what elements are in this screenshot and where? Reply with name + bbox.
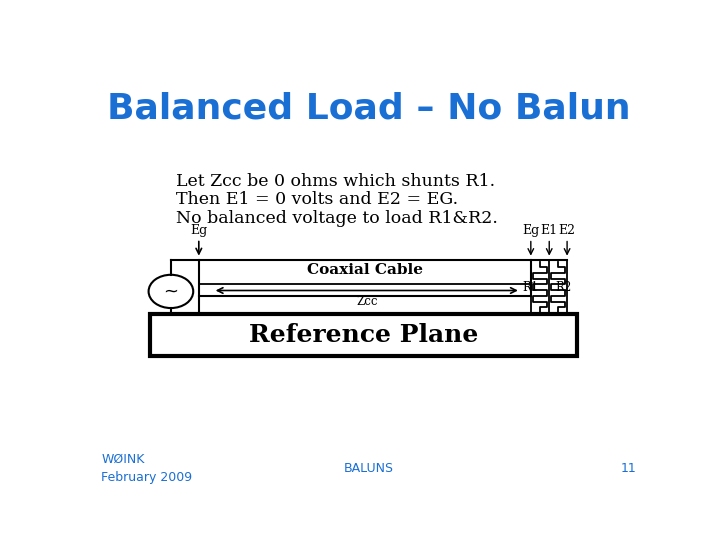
Text: E1: E1 (541, 224, 558, 238)
Text: Eg: Eg (190, 224, 207, 238)
Text: 11: 11 (621, 462, 637, 475)
Bar (150, 314, 577, 356)
Text: Zcc: Zcc (356, 295, 377, 308)
Text: Reference Plane: Reference Plane (249, 323, 478, 347)
Text: Balanced Load – No Balun: Balanced Load – No Balun (107, 91, 631, 125)
Text: R2: R2 (556, 281, 572, 294)
Text: Then E1 = 0 volts and E2 = EG.: Then E1 = 0 volts and E2 = EG. (176, 192, 459, 208)
Text: ~: ~ (163, 282, 179, 300)
Text: BALUNS: BALUNS (344, 462, 394, 475)
Text: E2: E2 (559, 224, 575, 238)
Text: Eg: Eg (522, 224, 539, 238)
Text: R1: R1 (522, 281, 538, 294)
Text: Coaxial Cable: Coaxial Cable (307, 263, 423, 277)
Text: Let Zcc be 0 ohms which shunts R1.: Let Zcc be 0 ohms which shunts R1. (176, 173, 495, 190)
Text: WØINK
February 2009: WØINK February 2009 (101, 453, 192, 484)
Bar (199, 260, 531, 295)
Text: No balanced voltage to load R1&R2.: No balanced voltage to load R1&R2. (176, 210, 498, 227)
